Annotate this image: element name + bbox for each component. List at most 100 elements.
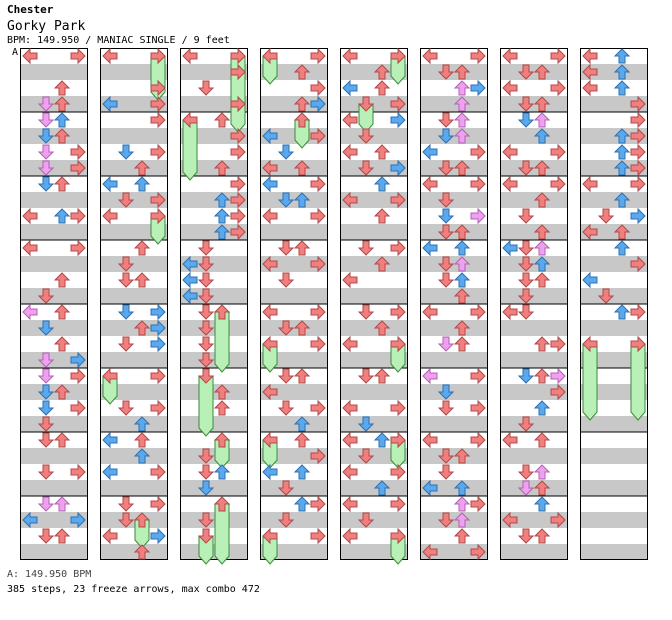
arrow-down — [277, 320, 295, 336]
arrow-left — [422, 303, 438, 321]
beat-stripe — [420, 320, 488, 336]
beat-stripe — [20, 64, 88, 80]
beat-stripe — [580, 192, 648, 208]
arrow-up — [453, 128, 471, 144]
arrow-down — [517, 256, 535, 272]
arrow-left — [102, 47, 118, 65]
arrow-left — [422, 543, 438, 561]
arrow-right — [150, 47, 166, 65]
arrow-down — [437, 464, 455, 480]
arrow-down — [517, 64, 535, 80]
arrow-up — [53, 528, 71, 544]
arrow-down — [437, 128, 455, 144]
arrow-up — [293, 96, 311, 112]
beat-stripe — [260, 480, 328, 496]
arrow-right — [630, 159, 646, 177]
arrow-up — [533, 496, 551, 512]
arrow-up — [133, 544, 151, 560]
arrow-up — [53, 272, 71, 288]
arrow-right — [310, 47, 326, 65]
arrow-right — [310, 335, 326, 353]
beat-stripe — [260, 512, 328, 528]
arrow-up — [373, 176, 391, 192]
arrow-right — [390, 399, 406, 417]
column-border — [100, 48, 168, 560]
arrow-up — [533, 160, 551, 176]
arrow-right — [550, 511, 566, 529]
beat-stripe — [180, 224, 248, 240]
beat-stripe — [420, 160, 488, 176]
arrow-up — [293, 64, 311, 80]
arrow-left — [342, 191, 358, 209]
chart-column — [340, 47, 408, 565]
beat-stripe — [20, 160, 88, 176]
arrow-up — [453, 64, 471, 80]
arrow-right — [150, 367, 166, 385]
arrow-down — [437, 336, 455, 352]
beat-stripe — [100, 352, 168, 368]
arrow-left — [582, 223, 598, 241]
beat-stripe — [20, 512, 88, 528]
bpm-legend: A: 149.950 BPM — [7, 569, 92, 580]
arrow-right — [390, 111, 406, 129]
arrow-up — [453, 336, 471, 352]
arrow-up — [133, 432, 151, 448]
beat-stripe — [20, 352, 88, 368]
beat-stripe — [20, 96, 88, 112]
arrow-up — [453, 112, 471, 128]
beat-stripe — [420, 128, 488, 144]
arrow-up — [533, 272, 551, 288]
arrow-down — [277, 192, 295, 208]
arrow-right — [630, 95, 646, 113]
beat-stripe — [260, 192, 328, 208]
arrow-down — [517, 288, 535, 304]
arrow-down — [37, 96, 55, 112]
beat-stripe — [260, 384, 328, 400]
beat-stripe — [260, 416, 328, 432]
arrow-left — [182, 111, 198, 129]
arrow-down — [437, 192, 455, 208]
beat-stripe — [180, 320, 248, 336]
arrow-left — [102, 527, 118, 545]
arrow-up — [53, 304, 71, 320]
column-border — [420, 48, 488, 560]
arrow-down — [197, 352, 215, 368]
beat-stripe — [340, 256, 408, 272]
arrow-right — [630, 111, 646, 129]
arrow-down — [37, 368, 55, 384]
beat-stripe — [260, 224, 328, 240]
beat-stripe — [580, 128, 648, 144]
arrow-right — [70, 159, 86, 177]
beat-stripe — [340, 384, 408, 400]
arrow-up — [533, 96, 551, 112]
beat-stripe — [20, 544, 88, 560]
beat-stripe — [420, 192, 488, 208]
arrow-left — [262, 47, 278, 65]
arrow-right — [390, 335, 406, 353]
arrow-up — [533, 256, 551, 272]
arrow-left — [182, 271, 198, 289]
arrow-up — [53, 176, 71, 192]
arrow-up — [613, 128, 631, 144]
chart-info: BPM: 149.950 / MANIAC SINGLE / 9 feet — [7, 35, 230, 46]
arrow-up — [53, 432, 71, 448]
arrow-right — [70, 207, 86, 225]
beat-stripe — [180, 256, 248, 272]
arrow-up — [613, 160, 631, 176]
arrow-up — [133, 240, 151, 256]
beat-stripe — [260, 96, 328, 112]
arrow-down — [197, 256, 215, 272]
beat-stripe — [420, 288, 488, 304]
arrow-left — [342, 79, 358, 97]
arrow-left — [102, 175, 118, 193]
arrow-right — [150, 191, 166, 209]
arrow-right — [310, 495, 326, 513]
arrow-up — [213, 400, 231, 416]
arrow-right — [630, 303, 646, 321]
arrow-left — [22, 239, 38, 257]
arrow-down — [37, 144, 55, 160]
arrow-right — [630, 127, 646, 145]
beat-stripe — [500, 544, 568, 560]
arrow-up — [213, 464, 231, 480]
beat-stripe — [20, 256, 88, 272]
